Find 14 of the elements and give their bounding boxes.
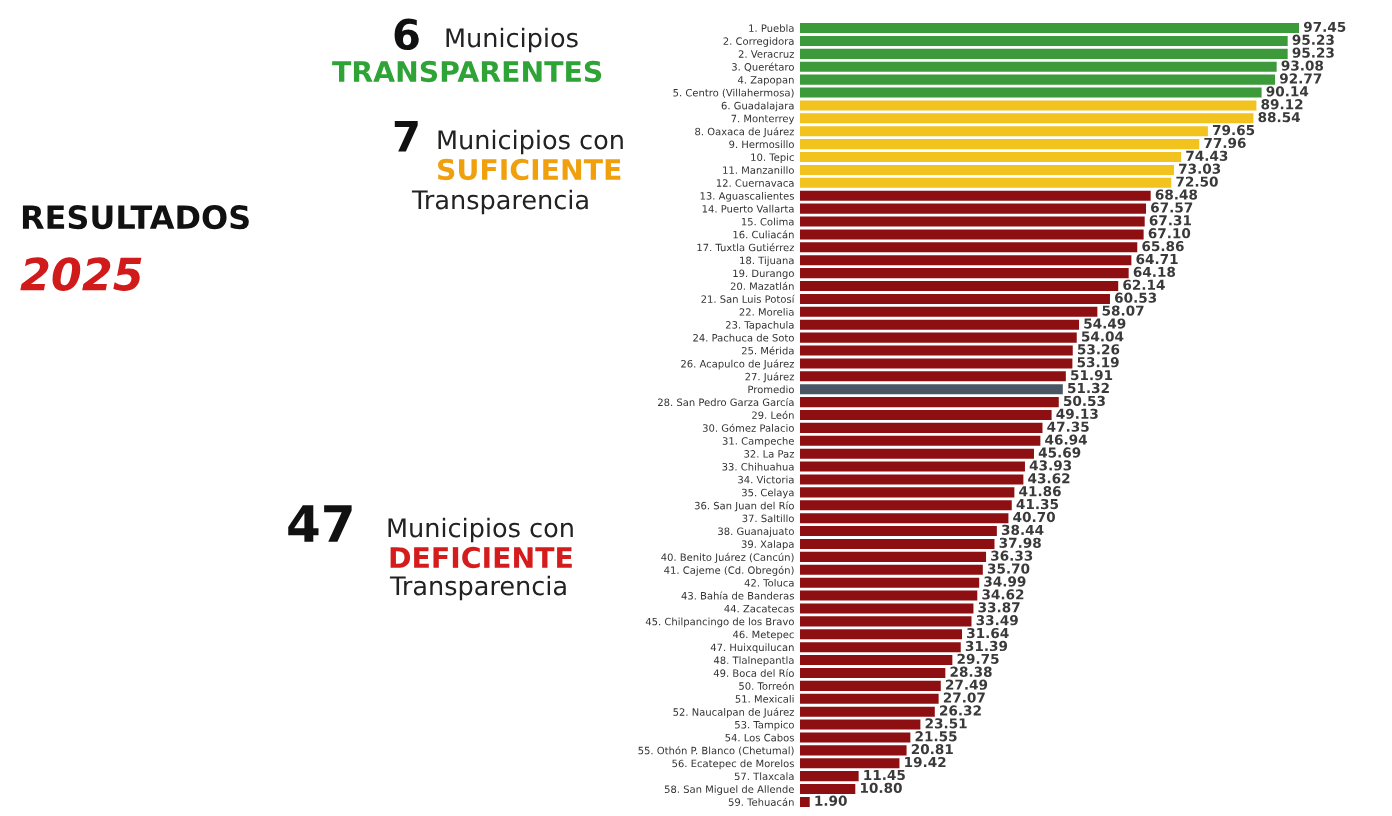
text: Municipios [446,27,578,53]
text: TRANSPARENTES [332,60,602,83]
text: Transparencia [411,189,588,215]
bar [800,384,1063,395]
text: 2025 [20,257,142,291]
text: RESULTADOS [22,205,249,230]
text: Municipios con [388,517,573,543]
text: DEFICIENTE [390,546,572,569]
text: Transparencia [389,575,566,601]
text: SUFICIENTE [438,158,621,181]
text: 7 [394,121,418,152]
text: 6 [394,18,419,51]
text: Municipios con [438,129,623,155]
text: 47 [288,505,352,542]
